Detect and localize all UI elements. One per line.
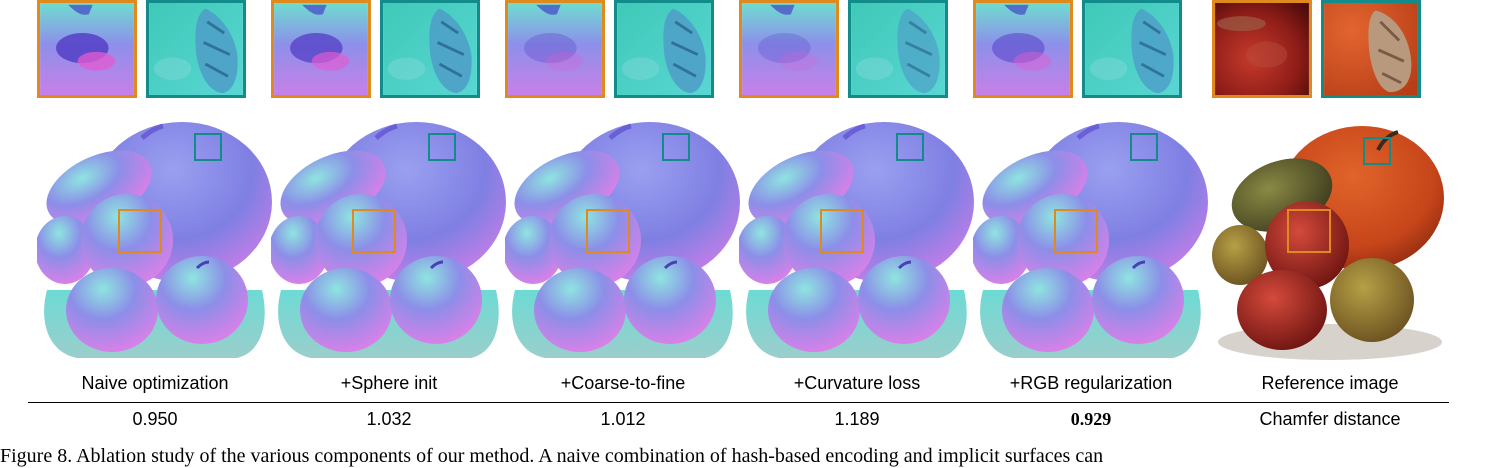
chamfer-value: 1.012 xyxy=(600,409,646,429)
zoom-inset-orange xyxy=(271,0,371,98)
zoom-insets xyxy=(505,0,741,104)
ablation-column: +Curvature loss 1.189 xyxy=(739,0,975,459)
normal-map-render xyxy=(973,120,1209,360)
zoom-insets xyxy=(739,0,975,104)
column-label: Reference image xyxy=(1261,373,1399,393)
zoom-inset-orange xyxy=(1212,0,1312,98)
zoom-inset-orange xyxy=(505,0,605,98)
normal-map-render xyxy=(505,120,741,360)
zoom-inset-teal xyxy=(1082,0,1182,98)
zoom-inset-teal xyxy=(1321,0,1421,98)
ablation-column: +Coarse-to-fine 1.012 xyxy=(505,0,741,459)
zoom-inset-teal xyxy=(146,0,246,98)
zoom-inset-orange xyxy=(37,0,137,98)
zoom-insets xyxy=(1212,0,1448,104)
reference-image xyxy=(1212,120,1448,360)
column-label: Naive optimization xyxy=(81,373,229,393)
normal-map-render xyxy=(271,120,507,360)
column-label: +Coarse-to-fine xyxy=(560,373,686,393)
table-rule xyxy=(28,402,1449,403)
ablation-column: Naive optimization 0.950 xyxy=(37,0,273,459)
column-label: +RGB regularization xyxy=(1009,373,1173,393)
zoom-inset-teal xyxy=(380,0,480,98)
chamfer-value: 0.950 xyxy=(132,409,178,429)
zoom-inset-teal xyxy=(848,0,948,98)
zoom-insets xyxy=(37,0,273,104)
figure-caption: Figure 8. Ablation study of the various … xyxy=(0,445,1104,467)
normal-map-render xyxy=(37,120,273,360)
zoom-insets xyxy=(973,0,1209,104)
zoom-inset-orange xyxy=(739,0,839,98)
chamfer-value: 1.189 xyxy=(834,409,880,429)
column-label: +Curvature loss xyxy=(793,373,921,393)
ablation-column: +RGB regularization 0.929 xyxy=(973,0,1209,459)
chamfer-value: 1.032 xyxy=(366,409,412,429)
zoom-insets xyxy=(271,0,507,104)
chamfer-value: Chamfer distance xyxy=(1259,409,1401,429)
normal-map-render xyxy=(739,120,975,360)
column-label: +Sphere init xyxy=(340,373,438,393)
zoom-inset-teal xyxy=(614,0,714,98)
chamfer-value: 0.929 xyxy=(1070,409,1112,429)
ablation-column: Reference image Chamfer distance xyxy=(1212,0,1448,459)
ablation-column: +Sphere init 1.032 xyxy=(271,0,507,459)
zoom-inset-orange xyxy=(973,0,1073,98)
